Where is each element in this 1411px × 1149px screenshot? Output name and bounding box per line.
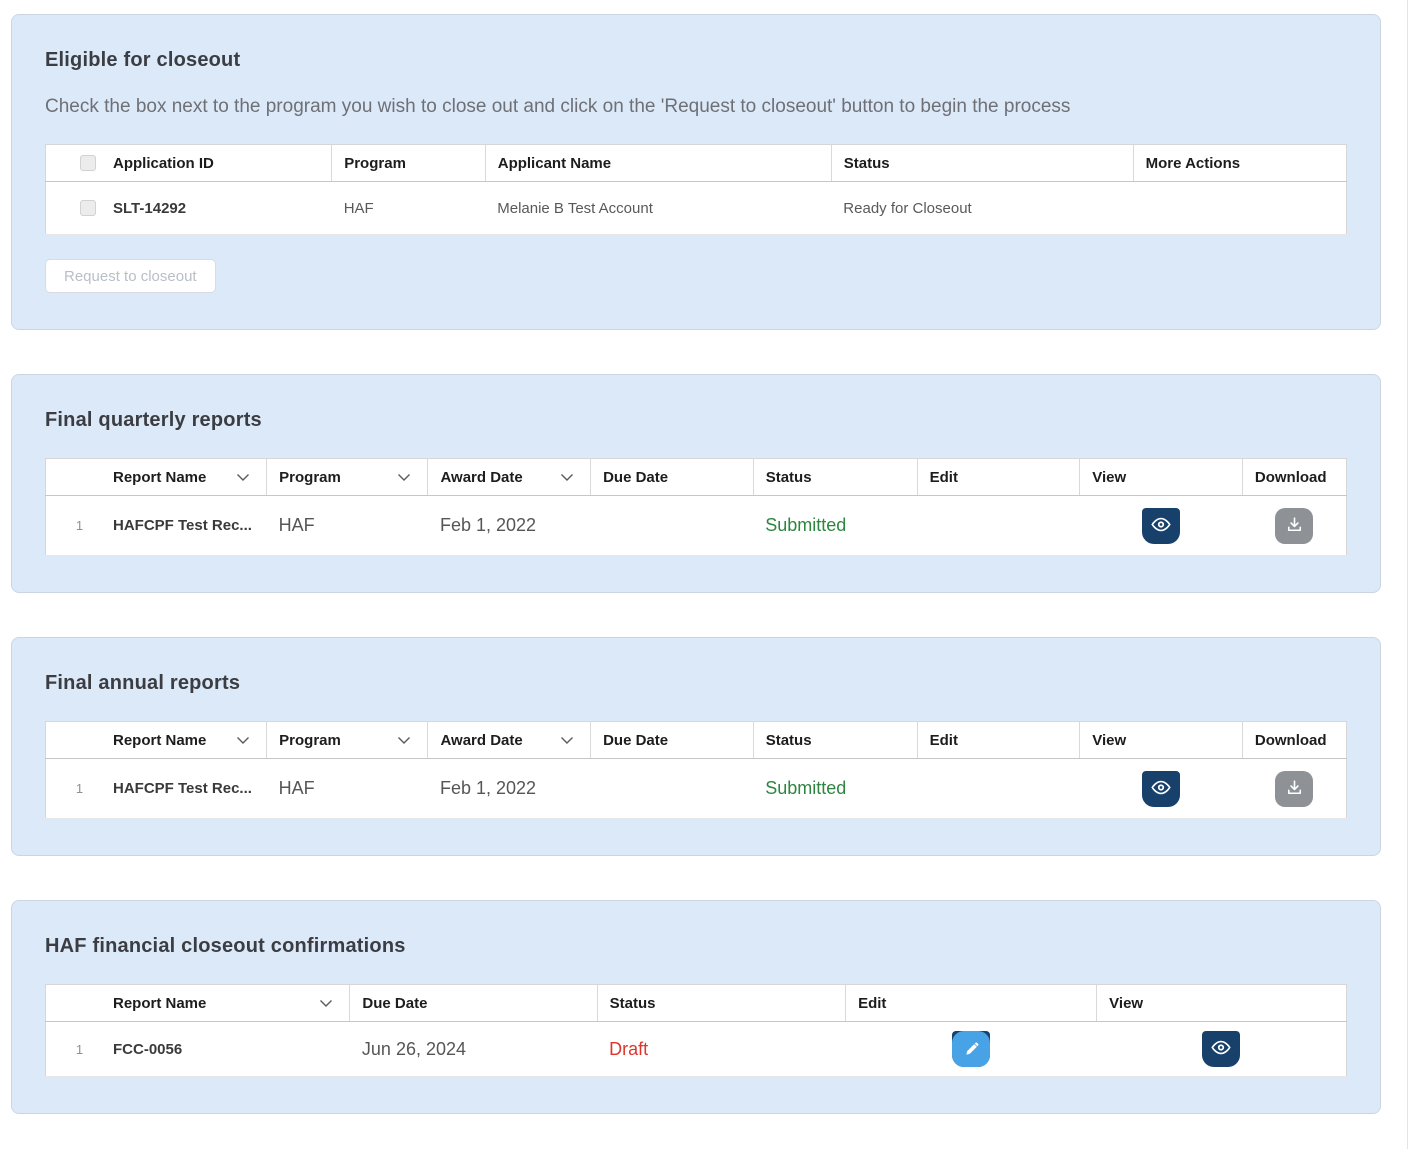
eligible-header-row: Application ID Program Applicant Name St… (45, 144, 1347, 182)
pencil-icon (952, 1031, 991, 1067)
request-to-closeout-button[interactable]: Request to closeout (45, 259, 216, 293)
sort-chevron-icon (236, 473, 250, 482)
eligible-table: Application ID Program Applicant Name St… (45, 144, 1347, 235)
sort-chevron-icon (236, 736, 250, 745)
column-header-edit: Edit (916, 721, 1080, 759)
eligible-card-title: Eligible for closeout (45, 49, 241, 71)
due-date-value (590, 758, 754, 819)
eye-icon (1210, 1040, 1232, 1058)
fcc-card-title: HAF financial closeout confirmations (45, 935, 406, 957)
column-header-program[interactable]: Program (266, 721, 428, 759)
column-header-application-id: Application ID (113, 154, 214, 172)
program-value: HAF (266, 758, 428, 819)
quarterly-table: Report Name Program (45, 458, 1347, 556)
report-name-value: HAFCPF Test Rec... (113, 517, 252, 534)
status-value: Ready for Closeout (831, 181, 1134, 235)
column-header-due-date: Due Date (590, 458, 754, 496)
column-header-applicant-name: Applicant Name (484, 144, 832, 182)
column-header-report-name[interactable]: Report Name (45, 984, 350, 1022)
due-date-value (590, 495, 754, 556)
column-header-report-name[interactable]: Report Name (45, 458, 267, 496)
quarterly-card-title: Final quarterly reports (45, 409, 262, 431)
row-checkbox[interactable] (80, 200, 96, 216)
annual-card-title: Final annual reports (45, 672, 241, 694)
eligible-instruction-text: Check the box next to the program you wi… (45, 96, 1071, 117)
applicant-name-value: Melanie B Test Account (485, 181, 832, 235)
download-icon (1286, 516, 1303, 536)
report-name-value: HAFCPF Test Rec... (113, 780, 252, 797)
column-header-more-actions: More Actions (1132, 144, 1347, 182)
row-number: 1 (75, 1041, 84, 1057)
view-button[interactable] (1142, 770, 1181, 807)
sort-chevron-icon (560, 736, 574, 745)
sort-chevron-icon (319, 999, 333, 1008)
column-header-status: Status (596, 984, 846, 1022)
closeout-page: Eligible for closeout Check the box next… (11, 14, 1381, 1114)
download-button[interactable] (1275, 770, 1314, 807)
award-date-value: Feb 1, 2022 (427, 495, 591, 556)
annual-table: Report Name Program (45, 721, 1347, 819)
sort-chevron-icon (397, 473, 411, 482)
column-header-due-date: Due Date (349, 984, 598, 1022)
column-header-download: Download (1241, 721, 1347, 759)
program-value: HAF (331, 181, 486, 235)
window-edge-line (1407, 0, 1408, 1149)
edit-cell (917, 495, 1080, 556)
column-header-status: Status (752, 458, 918, 496)
report-name-value: FCC-0056 (113, 1040, 183, 1058)
column-header-award-date[interactable]: Award Date (427, 458, 591, 496)
final-quarterly-reports-card: Final quarterly reports Report Name (11, 374, 1381, 593)
due-date-value: Jun 26, 2024 (349, 1021, 598, 1077)
eye-icon (1150, 780, 1172, 798)
edit-cell (917, 758, 1080, 819)
column-header-download: Download (1241, 458, 1347, 496)
select-all-checkbox[interactable] (80, 155, 96, 171)
view-button[interactable] (1202, 1031, 1241, 1067)
column-header-status: Status (752, 721, 918, 759)
status-value: Draft (597, 1021, 846, 1077)
more-actions-cell (1133, 181, 1347, 235)
fcc-table: Report Name Due Date Status Edit View (45, 984, 1347, 1077)
column-header-edit: Edit (916, 458, 1080, 496)
fcc-header-row: Report Name Due Date Status Edit View (45, 984, 1347, 1022)
column-header-program: Program (331, 144, 486, 182)
sort-chevron-icon (397, 736, 411, 745)
column-header-edit: Edit (845, 984, 1097, 1022)
fcc-table-row: 1 FCC-0056 Jun 26, 2024 Draft (45, 1021, 1347, 1077)
column-header-program[interactable]: Program (266, 458, 428, 496)
eligible-table-row: SLT-14292 HAF Melanie B Test Account Rea… (45, 181, 1347, 235)
eligible-for-closeout-card: Eligible for closeout Check the box next… (11, 14, 1381, 330)
award-date-value: Feb 1, 2022 (427, 758, 591, 819)
application-id-value: SLT-14292 (113, 199, 187, 217)
program-value: HAF (266, 495, 428, 556)
quarterly-table-row: 1 HAFCPF Test Rec... HAF Feb 1, 2022 Sub… (45, 495, 1347, 556)
row-number: 1 (75, 518, 84, 533)
row-number: 1 (75, 781, 84, 796)
sort-chevron-icon (560, 473, 574, 482)
edit-button[interactable] (952, 1031, 991, 1067)
view-button[interactable] (1142, 507, 1181, 544)
quarterly-header-row: Report Name Program (45, 458, 1347, 496)
download-icon (1286, 779, 1303, 799)
status-value: Submitted (753, 495, 918, 556)
column-header-view: View (1079, 458, 1243, 496)
eye-icon (1150, 517, 1172, 535)
column-header-award-date[interactable]: Award Date (427, 721, 591, 759)
status-value: Submitted (753, 758, 918, 819)
haf-financial-closeout-card: HAF financial closeout confirmations Rep… (11, 900, 1381, 1114)
final-annual-reports-card: Final annual reports Report Name (11, 637, 1381, 856)
column-header-status: Status (830, 144, 1134, 182)
column-header-view: View (1079, 721, 1243, 759)
annual-table-row: 1 HAFCPF Test Rec... HAF Feb 1, 2022 Sub… (45, 758, 1347, 819)
annual-header-row: Report Name Program (45, 721, 1347, 759)
column-header-view: View (1096, 984, 1347, 1022)
download-button[interactable] (1275, 507, 1314, 544)
column-header-report-name[interactable]: Report Name (45, 721, 267, 759)
column-header-due-date: Due Date (590, 721, 754, 759)
